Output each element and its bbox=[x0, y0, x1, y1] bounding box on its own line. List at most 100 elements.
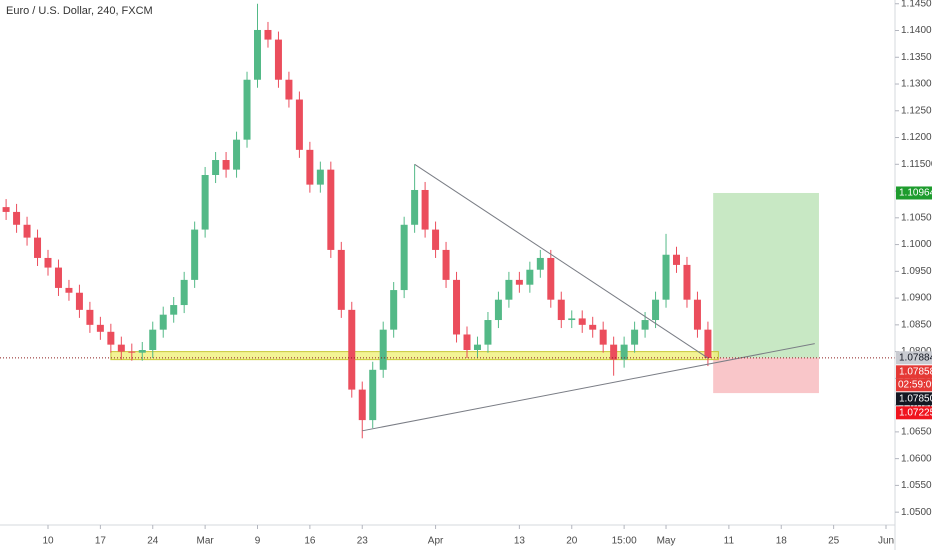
candle-body bbox=[295, 99, 303, 150]
candle-body bbox=[316, 169, 324, 185]
y-tick-label: 1.10500 bbox=[901, 212, 932, 223]
x-tick-label: 13 bbox=[514, 536, 526, 547]
x-tick-label: Mar bbox=[197, 536, 215, 547]
x-tick-label: 23 bbox=[357, 536, 369, 547]
candle-body bbox=[463, 334, 471, 350]
candle-body bbox=[411, 189, 419, 225]
candle-body bbox=[2, 207, 10, 212]
candle-body bbox=[107, 331, 115, 345]
candle-body bbox=[348, 309, 356, 390]
x-tick-label: 9 bbox=[255, 536, 261, 547]
y-tick-label: 1.12000 bbox=[901, 132, 932, 143]
loss-zone bbox=[713, 357, 819, 394]
candle-body bbox=[75, 292, 83, 310]
candle-body bbox=[337, 249, 345, 310]
price-tag bbox=[896, 365, 932, 379]
candle-body bbox=[484, 320, 492, 345]
candle-body bbox=[243, 79, 251, 140]
candle-body bbox=[222, 160, 230, 170]
candle-body bbox=[505, 279, 513, 300]
y-tick-label: 1.11500 bbox=[901, 159, 932, 170]
x-tick-label: 17 bbox=[95, 536, 107, 547]
candle-body bbox=[631, 329, 639, 345]
countdown-label: 02:59:09 bbox=[898, 379, 932, 390]
candle-body bbox=[86, 309, 94, 325]
axes: 1.050001.055001.060001.065001.070001.075… bbox=[42, 0, 932, 547]
price-tag bbox=[896, 392, 932, 406]
candle-body bbox=[201, 175, 209, 230]
candle-body bbox=[620, 344, 628, 360]
x-tick-label: Jun bbox=[878, 536, 894, 547]
candle-body bbox=[264, 29, 272, 40]
x-tick-label: 16 bbox=[304, 536, 316, 547]
y-tick-label: 1.14500 bbox=[901, 0, 932, 9]
price-tag bbox=[896, 351, 932, 365]
y-tick-label: 1.05500 bbox=[901, 480, 932, 491]
x-tick-label: 25 bbox=[828, 536, 840, 547]
x-tick-label: 20 bbox=[566, 536, 578, 547]
y-tick-label: 1.14000 bbox=[901, 25, 932, 36]
candle-body bbox=[65, 287, 73, 293]
candle-body bbox=[327, 169, 335, 250]
candle-body bbox=[704, 329, 712, 359]
price-tag-label: 1.07225 bbox=[899, 407, 932, 418]
candle-body bbox=[274, 39, 282, 80]
candle-body bbox=[557, 299, 565, 321]
price-tag-label: 1.07858 bbox=[899, 366, 932, 377]
candle-body bbox=[683, 264, 691, 300]
candle-body bbox=[54, 267, 62, 288]
y-tick-label: 1.10000 bbox=[901, 239, 932, 250]
candle-body bbox=[536, 257, 544, 270]
trendline bbox=[414, 163, 709, 359]
candle-body bbox=[673, 254, 680, 265]
candle-body bbox=[44, 257, 52, 268]
candle-body bbox=[117, 344, 125, 352]
x-tick-label: Apr bbox=[428, 536, 444, 547]
candle-body bbox=[547, 257, 555, 300]
y-tick-label: 1.12500 bbox=[901, 105, 932, 116]
plot-area bbox=[0, 3, 895, 439]
x-tick-label: May bbox=[657, 536, 676, 547]
candle-body bbox=[526, 269, 534, 285]
candle-body bbox=[693, 299, 701, 330]
candle-body bbox=[254, 29, 261, 80]
candle-body bbox=[515, 279, 523, 285]
y-tick-label: 1.06500 bbox=[901, 427, 932, 438]
candle-body bbox=[473, 344, 481, 350]
candle-body bbox=[400, 224, 408, 291]
candle-body bbox=[599, 329, 607, 345]
candle-body bbox=[494, 299, 502, 321]
price-tag bbox=[896, 406, 932, 420]
candle-body bbox=[453, 279, 461, 335]
profit-zone bbox=[713, 192, 819, 358]
candle-body bbox=[96, 324, 104, 332]
y-tick-label: 1.13500 bbox=[901, 52, 932, 63]
countdown-tag bbox=[896, 378, 932, 392]
candle-body bbox=[432, 229, 440, 250]
candle-body bbox=[23, 224, 31, 238]
price-tag-label: 1.10964 bbox=[899, 188, 932, 199]
candle-body bbox=[589, 324, 597, 330]
candle-body bbox=[421, 189, 429, 230]
candle-body bbox=[390, 290, 398, 330]
candle-body bbox=[568, 318, 576, 321]
chart-title: Euro / U.S. Dollar, 240, FXCM bbox=[6, 5, 153, 17]
support-zone bbox=[110, 351, 719, 361]
candle-body bbox=[641, 320, 649, 330]
candle-body bbox=[149, 329, 157, 350]
candle-body bbox=[662, 254, 670, 300]
price-tag bbox=[896, 186, 932, 200]
candle-body bbox=[128, 351, 136, 353]
y-tick-label: 1.09500 bbox=[901, 266, 932, 277]
candle-body bbox=[191, 229, 199, 280]
x-tick-label: 24 bbox=[147, 536, 159, 547]
x-tick-label: 11 bbox=[724, 536, 735, 547]
x-tick-label: 18 bbox=[776, 536, 788, 547]
candle-body bbox=[159, 314, 167, 330]
candle-body bbox=[34, 237, 42, 258]
candle-body bbox=[610, 344, 618, 360]
candle-body bbox=[652, 299, 660, 321]
y-tick-label: 1.13000 bbox=[901, 79, 932, 90]
candle-body bbox=[212, 160, 220, 175]
